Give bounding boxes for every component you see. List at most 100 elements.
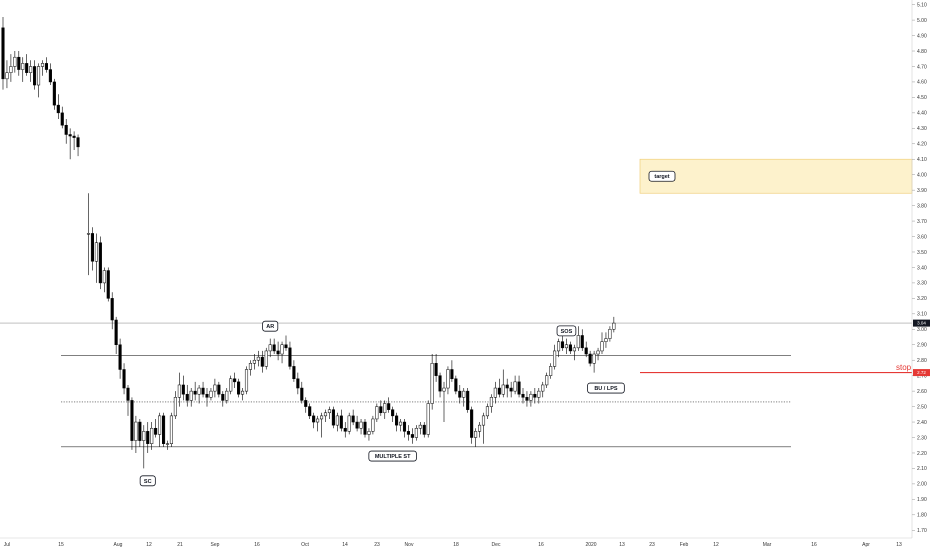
annotation-bu-lps[interactable]: BU / LPS — [587, 382, 625, 394]
candle[interactable] — [308, 403, 312, 419]
candle[interactable] — [1, 17, 5, 90]
candle[interactable] — [150, 422, 154, 450]
candle[interactable] — [485, 403, 489, 419]
price-axis[interactable]: 1.70 1.80 1.90 2.00 2.10 2.20 2.30 2.40 2.50 2.60… — [912, 2, 930, 534]
candle[interactable] — [580, 329, 584, 351]
candle[interactable] — [406, 425, 410, 441]
candle[interactable] — [355, 415, 359, 432]
candle[interactable] — [387, 397, 391, 413]
candle[interactable] — [383, 400, 387, 419]
candle[interactable] — [304, 397, 308, 413]
candle[interactable] — [284, 335, 288, 351]
candle[interactable] — [213, 378, 217, 398]
candle[interactable] — [363, 418, 367, 438]
time-axis[interactable]: Jul 15 Aug 12 21 Sep 16 Oct 14 23 Nov 18 Dec 16 2020 13… — [4, 542, 902, 548]
candle[interactable] — [509, 381, 513, 398]
candle[interactable] — [162, 412, 166, 447]
candle[interactable] — [37, 63, 41, 98]
candle[interactable] — [197, 384, 201, 404]
candle[interactable] — [596, 347, 600, 361]
candle[interactable] — [158, 412, 162, 447]
candle[interactable] — [241, 388, 245, 401]
candle[interactable] — [94, 233, 98, 283]
candle[interactable] — [371, 415, 375, 435]
candle[interactable] — [458, 384, 462, 404]
candle[interactable] — [537, 388, 541, 404]
candle[interactable] — [300, 381, 304, 404]
candle[interactable] — [40, 60, 45, 76]
annotation-sos[interactable]: SOS — [556, 325, 577, 337]
candle[interactable] — [110, 292, 114, 330]
candle[interactable] — [399, 418, 403, 432]
candle[interactable] — [331, 406, 335, 429]
candle[interactable] — [130, 397, 134, 450]
candle[interactable] — [90, 227, 95, 271]
candle[interactable] — [391, 406, 395, 423]
candle[interactable] — [572, 344, 576, 361]
candle[interactable] — [280, 341, 284, 364]
candle[interactable] — [592, 350, 596, 373]
candle[interactable] — [221, 391, 225, 407]
candle[interactable] — [86, 193, 91, 276]
candle[interactable] — [604, 332, 608, 348]
candle[interactable] — [169, 412, 173, 447]
candle[interactable] — [205, 388, 209, 407]
candle[interactable] — [470, 406, 474, 444]
candle[interactable] — [466, 388, 470, 413]
candle[interactable] — [173, 391, 177, 419]
candle[interactable] — [327, 406, 331, 419]
candle[interactable] — [189, 388, 193, 407]
candle[interactable] — [142, 425, 146, 469]
candle[interactable] — [343, 422, 347, 438]
candle[interactable] — [76, 134, 80, 157]
candle[interactable] — [181, 375, 185, 401]
candle[interactable] — [525, 391, 529, 407]
candle[interactable] — [233, 372, 237, 389]
candle[interactable] — [497, 378, 501, 398]
candle[interactable] — [549, 363, 553, 379]
candle[interactable] — [545, 372, 549, 389]
candle[interactable] — [320, 412, 324, 438]
candle[interactable] — [264, 347, 268, 370]
candle[interactable] — [426, 400, 430, 438]
candle[interactable] — [252, 354, 256, 370]
candle[interactable] — [402, 418, 407, 438]
candle[interactable] — [316, 415, 320, 432]
candle[interactable] — [17, 51, 21, 76]
candle[interactable] — [576, 326, 580, 351]
candle[interactable] — [505, 378, 509, 398]
candle[interactable] — [418, 422, 422, 435]
candle[interactable] — [21, 57, 25, 82]
candle[interactable] — [292, 360, 296, 382]
candle[interactable] — [134, 415, 138, 453]
candle[interactable] — [146, 422, 150, 453]
candle[interactable] — [33, 60, 37, 90]
candle[interactable] — [553, 344, 557, 370]
candle[interactable] — [335, 412, 339, 432]
candle[interactable] — [450, 360, 454, 382]
candle[interactable] — [288, 341, 292, 370]
candle[interactable] — [529, 391, 533, 407]
candle[interactable] — [60, 106, 64, 129]
candle[interactable] — [462, 388, 466, 407]
candle[interactable] — [564, 338, 569, 355]
candle[interactable] — [165, 440, 170, 450]
candle[interactable] — [44, 57, 49, 73]
candle[interactable] — [98, 236, 102, 290]
candle[interactable] — [64, 119, 68, 144]
candle[interactable] — [454, 375, 458, 395]
candle[interactable] — [493, 381, 497, 404]
candle[interactable] — [256, 350, 260, 367]
candle[interactable] — [430, 354, 434, 410]
candle[interactable] — [312, 412, 316, 429]
candle[interactable] — [185, 384, 189, 407]
candle[interactable] — [422, 422, 426, 438]
candle[interactable] — [442, 381, 446, 423]
candle[interactable] — [260, 350, 264, 373]
candle[interactable] — [106, 267, 110, 302]
candle[interactable] — [474, 428, 478, 447]
candle[interactable] — [367, 428, 371, 441]
candle[interactable] — [209, 388, 213, 401]
target-zone[interactable] — [639, 158, 913, 194]
candle[interactable] — [612, 316, 616, 333]
